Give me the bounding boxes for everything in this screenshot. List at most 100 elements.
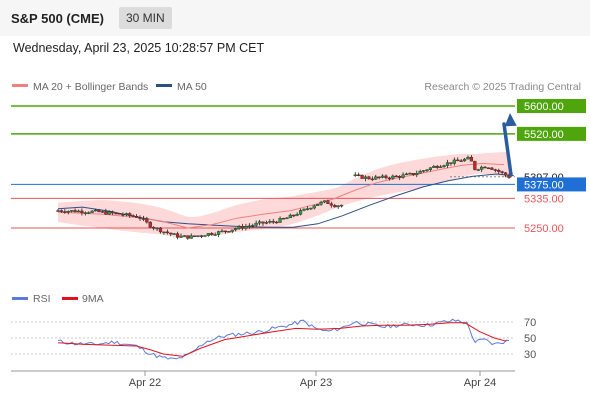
candle-body (322, 200, 327, 203)
candle-body (435, 166, 439, 168)
candle-body (292, 214, 296, 217)
candle-body (319, 201, 323, 205)
ma50-legend-label: MA 50 (177, 81, 207, 93)
rsi-legend-label: RSI (33, 293, 51, 305)
candle-body (138, 217, 142, 219)
candle-body (398, 176, 402, 178)
rsi-level-label-30: 30 (524, 349, 536, 361)
candle-body (90, 210, 94, 213)
x-tick-label: Apr 22 (129, 377, 161, 389)
level-tag-5600 (517, 99, 586, 113)
level-label-5250: 5250.00 (524, 223, 564, 235)
level-tag-5520 (517, 126, 586, 141)
candle-body (326, 200, 330, 204)
rsi-level-label-50: 50 (524, 333, 536, 345)
candle-body (367, 176, 371, 180)
candle-body (503, 172, 508, 176)
candle-body (261, 221, 265, 224)
candle-body (76, 210, 81, 213)
price-levels (11, 105, 515, 229)
candle-body (377, 176, 381, 179)
candle-body (237, 226, 241, 229)
x-tick-label: Apr 24 (464, 377, 496, 389)
candle-body (169, 232, 173, 235)
candle-body (179, 235, 183, 238)
candle-body (452, 159, 456, 164)
candle-body (107, 211, 111, 215)
candle-body (257, 221, 262, 224)
rsi-line (57, 318, 510, 360)
candle-body (155, 227, 159, 230)
candle-body (281, 217, 286, 220)
candle-body (227, 231, 231, 233)
candle-body (193, 235, 197, 237)
candle-body (288, 214, 292, 219)
candle-body (148, 221, 152, 228)
candle-body (473, 160, 477, 170)
candlesticks (56, 155, 511, 240)
x-axis-ticks: Apr 22 Apr 23 Apr 24 (129, 371, 496, 389)
candle-body (309, 207, 313, 210)
rsi-ma9-line (57, 322, 507, 357)
candle-body (162, 231, 166, 234)
candle-body (189, 235, 193, 239)
candle-body (83, 212, 87, 214)
candle-body (462, 158, 467, 162)
candle-body (80, 210, 84, 214)
candle-body (428, 167, 433, 171)
candle-body (141, 218, 146, 220)
rsi-panel: 70 50 30 (11, 317, 536, 361)
candle-body (445, 162, 450, 166)
candle-body (278, 217, 282, 223)
candle-body (302, 208, 306, 211)
forecast-arrowhead (504, 113, 517, 127)
candle-body (165, 231, 169, 234)
candle-body (490, 167, 494, 170)
candle-body (70, 210, 74, 212)
candle-body (56, 210, 60, 212)
candle-body (230, 229, 234, 232)
ma20-legend-swatch (12, 84, 28, 87)
candle-body (380, 175, 385, 178)
candle-body (275, 221, 279, 224)
candle-body (145, 218, 149, 223)
candle-body (459, 160, 463, 162)
timeframe-button[interactable]: 30 MIN (119, 7, 172, 29)
candle-body (128, 213, 132, 216)
candle-body (240, 226, 245, 229)
candle-body (404, 173, 409, 176)
candle-body (333, 205, 337, 208)
candle-body (93, 209, 98, 212)
rsi-legend-swatch (12, 297, 28, 300)
candle-body (182, 235, 187, 237)
candle-body (449, 162, 453, 164)
level-tag-5375 (517, 177, 586, 192)
ma50-legend-swatch (156, 84, 172, 87)
ma9-legend-label: 9MA (82, 293, 104, 305)
candle-body (175, 233, 180, 238)
candle-body (353, 174, 357, 177)
candle-body (363, 176, 368, 179)
candle-body (339, 204, 344, 207)
candle-body (486, 167, 491, 170)
level-label-5335: 5335.00 (524, 193, 564, 205)
ma20-line (57, 162, 505, 229)
candle-body (439, 166, 443, 168)
candle-body (497, 169, 501, 172)
candle-body (469, 156, 474, 162)
candle-body (268, 221, 272, 223)
candle-body (117, 213, 122, 215)
candle-body (370, 178, 374, 181)
candle-body (264, 222, 269, 224)
candle-body (73, 210, 77, 213)
bollinger-band (58, 151, 509, 239)
candle-body (387, 177, 392, 180)
candle-body (206, 233, 210, 236)
candle-body (316, 204, 320, 206)
candle-body (97, 209, 101, 213)
ma20-legend-label: MA 20 + Bollinger Bands (33, 81, 148, 93)
candle-body (158, 227, 163, 233)
candle-body (59, 210, 64, 212)
candle-body (134, 216, 139, 218)
